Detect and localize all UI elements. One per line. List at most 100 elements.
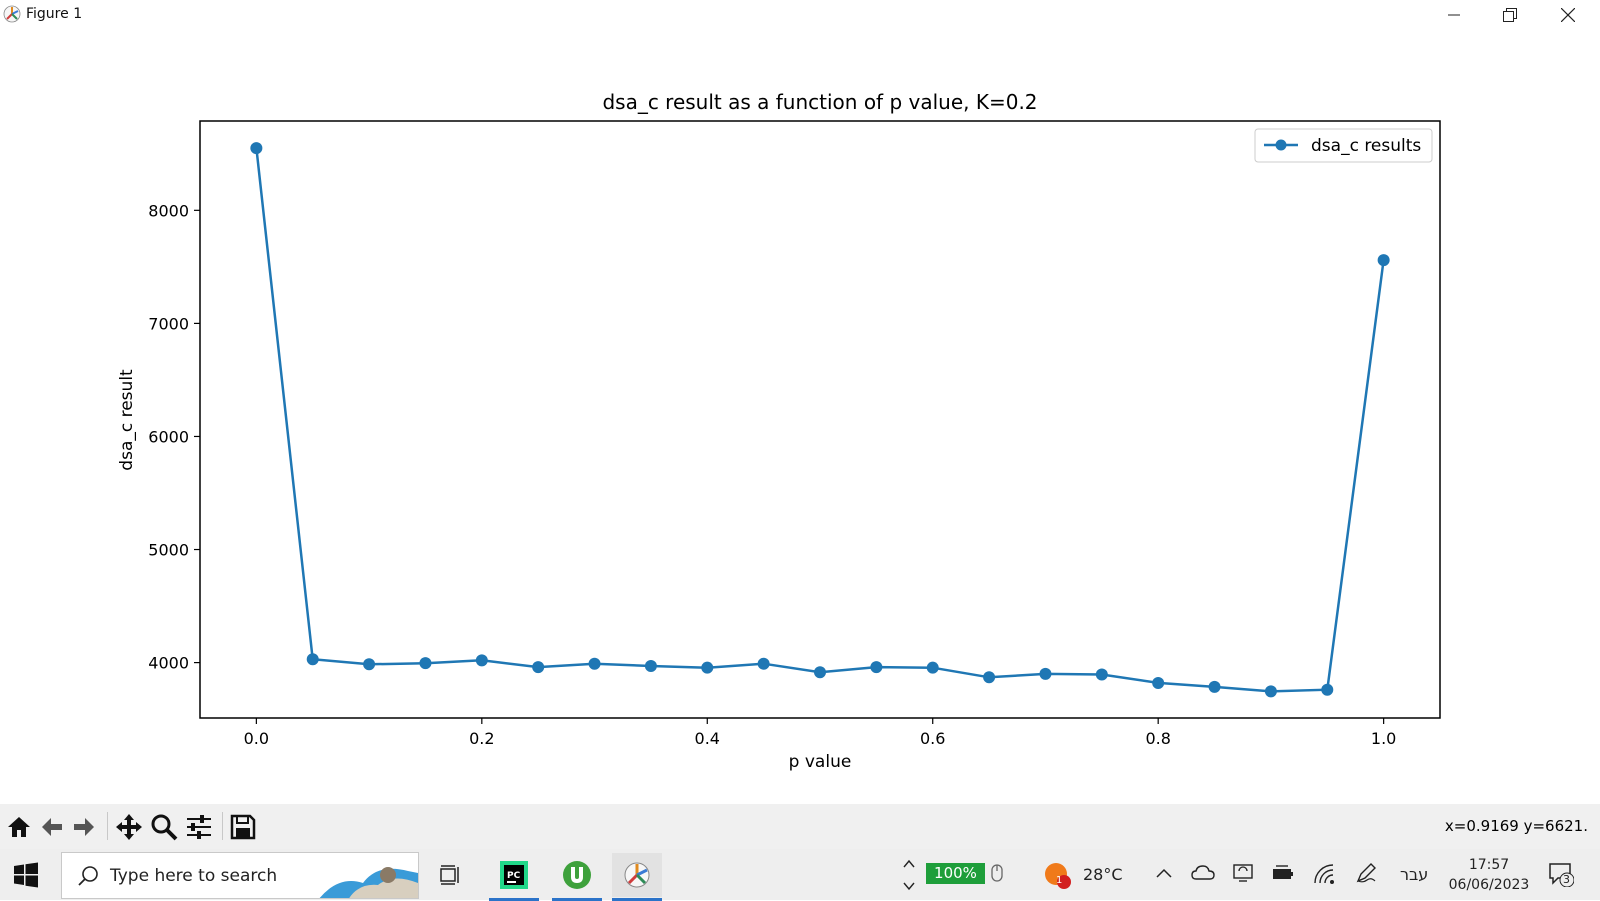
notification-count: 3 [1563,873,1570,886]
clock-time: 17:57 [1468,857,1510,873]
y-tick-label: 6000 [148,427,189,446]
taskbar-app-matplotlib-figure[interactable] [612,853,662,901]
x-tick-label: 0.6 [920,729,945,748]
data-point [250,142,263,155]
zoom-button[interactable] [149,812,179,842]
data-point [1377,254,1390,267]
navigation-toolbar: x=0.9169 y=6621. [0,804,1600,849]
legend: dsa_c results [1254,128,1433,163]
data-point [926,661,939,674]
data-point [1039,667,1052,680]
home-button[interactable] [4,812,34,842]
forward-button[interactable] [69,812,99,842]
data-point [757,657,770,670]
pycharm-icon: PC [500,861,528,889]
forward-icon [74,818,94,836]
taskbar-app-pycharm[interactable]: PC [489,853,539,901]
pan-button[interactable] [114,812,144,842]
scroll-arrows-icon[interactable] [902,855,916,895]
legend-marker [1275,139,1287,151]
chevron-up-icon[interactable] [1155,865,1173,883]
taskbar-search-box[interactable]: Type here to search [61,852,419,899]
legend-box [1254,128,1433,163]
title-bar: Figure 1 [0,0,1600,30]
x-tick-label: 0.8 [1145,729,1170,748]
data-point [306,653,319,666]
y-axis-label: dsa_c result [117,369,137,471]
configure-subplots-button[interactable] [184,812,214,842]
data-point [1152,676,1165,689]
clock-date: 06/06/2023 [1448,877,1530,893]
toolbar-separator [107,812,108,840]
weather-alert-count: 1 [1056,875,1063,886]
data-point [363,658,376,671]
taskbar-app-utorrent[interactable] [552,853,602,901]
data-point [701,661,714,674]
data-point [644,659,657,672]
matplotlib-icon [3,5,21,23]
minimize-icon [1448,14,1460,16]
close-button[interactable] [1540,0,1596,30]
x-tick-label: 0.2 [469,729,494,748]
windows-taskbar: Type here to search PC 100% 1 28°C עבר 1… [0,849,1600,901]
minimize-button[interactable] [1426,0,1482,30]
cursor-coordinates: x=0.9169 y=6621. [1444,817,1588,835]
pen-workspace-icon[interactable] [1355,862,1377,884]
zoom-icon [151,814,178,841]
x-axis-label: p value [789,752,852,772]
weather-temperature[interactable]: 28°C [1083,865,1123,884]
figure-canvas[interactable]: dsa_c result as a function of p value, K… [0,30,1600,804]
back-icon [42,818,62,836]
mouse-icon[interactable] [990,863,1004,885]
data-point [1264,685,1277,698]
matplotlib-icon [624,862,650,888]
legend-label: dsa_c results [1311,136,1421,156]
data-point [475,654,488,667]
back-button[interactable] [37,812,67,842]
wifi-icon[interactable] [1313,863,1335,885]
weather-icon[interactable] [1043,860,1073,890]
restore-icon [1503,8,1517,22]
data-point [814,666,826,679]
close-icon [1561,8,1575,22]
y-tick-label: 8000 [148,201,189,220]
search-placeholder: Type here to search [110,866,278,886]
configure-subplots-icon [187,815,211,839]
utorrent-icon [563,861,591,889]
task-view-button[interactable] [425,853,475,897]
onedrive-icon[interactable] [1191,863,1215,883]
zoom-level-badge[interactable]: 100% [926,863,985,884]
chart-title: dsa_c result as a function of p value, K… [602,90,1037,114]
save-button[interactable] [228,812,258,842]
task-view-icon [440,865,459,885]
y-tick-label: 4000 [148,654,189,673]
notification-center-icon[interactable] [1548,861,1574,887]
windows-start-icon[interactable] [13,862,39,888]
line-chart: dsa_c result as a function of p value, K… [0,30,1600,804]
restore-button[interactable] [1482,0,1538,30]
x-tick-label: 0.0 [244,729,269,748]
battery-icon[interactable] [1271,863,1295,883]
pan-icon [116,814,142,840]
data-point [870,661,883,674]
data-point [983,671,996,684]
svg-text:PC: PC [507,871,521,881]
y-tick-label: 7000 [148,314,189,333]
data-point [588,657,601,670]
x-tick-label: 1.0 [1371,729,1396,748]
x-tick-label: 0.4 [695,729,720,748]
data-point [1095,668,1108,681]
home-icon [8,817,30,837]
data-point [1321,683,1334,696]
data-point [1208,680,1221,693]
display-sync-icon[interactable] [1232,862,1254,884]
y-tick-label: 5000 [148,541,189,560]
save-icon [230,814,256,840]
data-point [532,661,545,674]
toolbar-separator [222,812,223,840]
search-icon [78,866,98,886]
taskbar-clock[interactable]: 17:57 06/06/2023 [1446,855,1532,895]
window-title: Figure 1 [26,6,83,22]
input-language[interactable]: עבר [1400,865,1429,884]
data-point [419,657,432,670]
